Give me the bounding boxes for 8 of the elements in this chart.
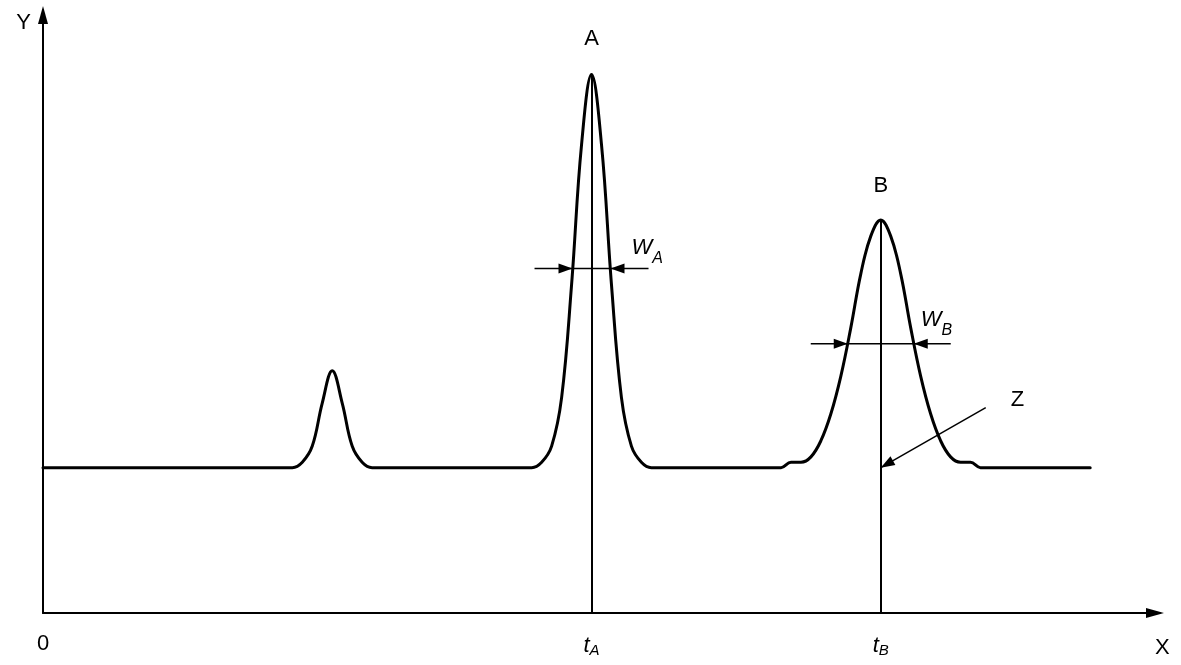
x-tick-label: 0: [36, 629, 50, 655]
annotation: Z: [1010, 385, 1025, 411]
y-axis-title: Y: [16, 8, 32, 34]
annotation: W$_{A}$: [631, 234, 663, 266]
annotation: A: [584, 24, 600, 50]
annotation: B: [873, 171, 889, 197]
annotation: W$_{B}$: [920, 305, 953, 338]
x-axis-title: X: [1155, 633, 1170, 659]
